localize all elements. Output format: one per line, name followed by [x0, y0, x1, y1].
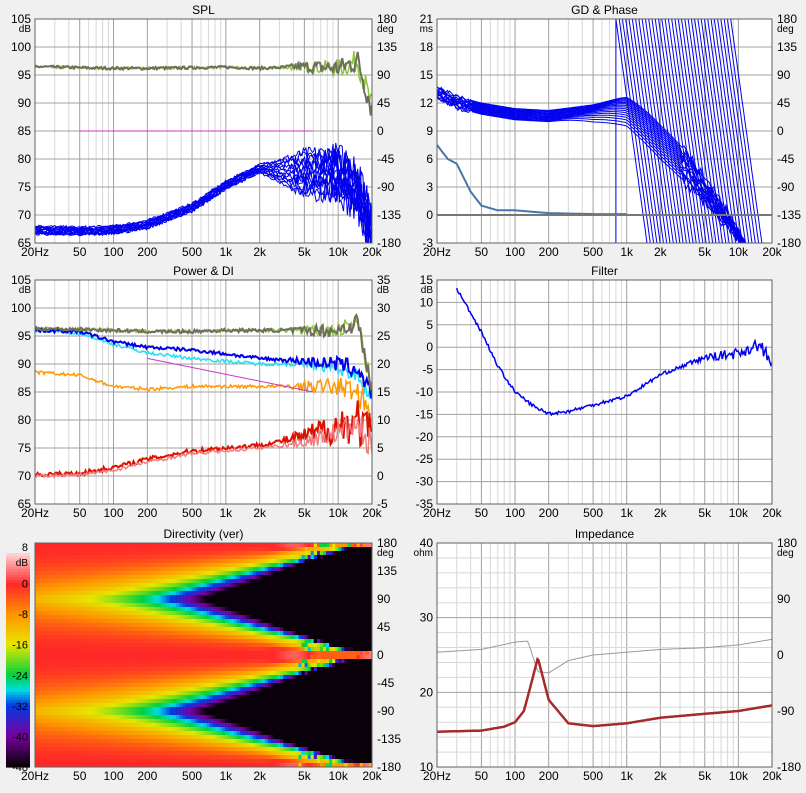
impedance-plot-area: [437, 543, 772, 767]
directivity-heatmap: [35, 543, 373, 768]
